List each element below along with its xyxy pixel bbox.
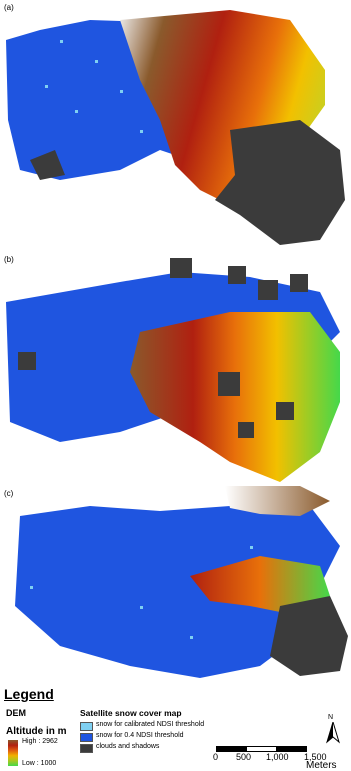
north-label: N (328, 714, 334, 721)
map-panel-b: (b) (0, 252, 351, 484)
dem-area-c (190, 556, 330, 616)
scale-seg-3 (276, 746, 307, 752)
dem-top-c (225, 486, 330, 516)
map-a-graphic (6, 10, 345, 245)
dem-area-b (130, 312, 340, 482)
snow-cover-title: Satellite snow cover map (80, 708, 182, 718)
label-04: snow for 0.4 NDSI threshold (96, 732, 184, 739)
panel-label-a: (a) (4, 3, 14, 12)
map-panel-a: (a) (0, 0, 351, 248)
north-arrow-icon (326, 722, 340, 744)
map-panel-c: (c) (0, 486, 351, 682)
map-b-graphic (6, 258, 340, 482)
panel-label-c: (c) (4, 489, 14, 498)
legend: Legend DEM Altitude in m High : 2962 Low… (0, 684, 351, 771)
calibrated-speckles-c (30, 546, 253, 639)
dem-low-label: Low : 1000 (22, 760, 57, 767)
scale-unit: Meters (306, 760, 337, 771)
map-c-graphic (15, 486, 348, 678)
swatch-calibrated (80, 722, 93, 731)
altitude-title: Altitude in m (6, 726, 67, 737)
legend-title: Legend (4, 686, 54, 702)
cloud-blocks-b (18, 258, 308, 438)
scale-bar (216, 746, 336, 755)
label-calibrated: snow for calibrated NDSI threshold (96, 721, 205, 728)
cloud-area-a (215, 120, 345, 245)
cloud-area-c (270, 596, 348, 676)
label-clouds: clouds and shadows (96, 743, 160, 750)
scale-tick-0: 0 (213, 752, 219, 762)
scale-tick-1000: 1,000 (266, 752, 289, 762)
dem-high-label: High : 2962 (22, 738, 58, 745)
swatch-04 (80, 733, 93, 742)
dem-color-ramp (8, 740, 18, 766)
panel-label-b: (b) (4, 255, 14, 264)
snow-area-c (15, 506, 340, 678)
swatch-clouds (80, 744, 93, 753)
scale-tick-500: 500 (236, 752, 252, 762)
scale-tick-1500: 1,500 (304, 752, 327, 762)
dem-title: DEM (6, 708, 26, 718)
calibrated-speckles-a (45, 40, 143, 133)
cloud-area-a2 (30, 150, 65, 180)
